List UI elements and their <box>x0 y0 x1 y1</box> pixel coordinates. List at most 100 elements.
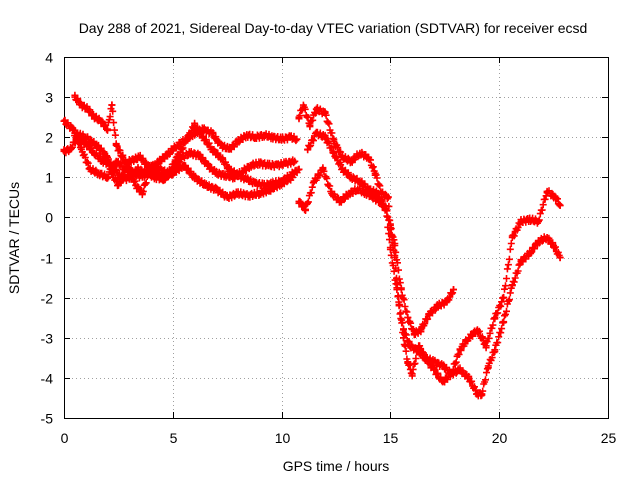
data-point <box>191 173 199 181</box>
data-point <box>484 362 492 370</box>
data-point <box>534 218 542 225</box>
data-point <box>260 131 268 139</box>
data-point <box>552 193 560 201</box>
data-point <box>95 169 103 177</box>
data-point <box>201 181 209 189</box>
data-point <box>256 189 264 197</box>
data-point <box>204 161 212 169</box>
data-point <box>212 169 220 177</box>
data-point <box>77 101 85 109</box>
data-point <box>306 121 314 129</box>
data-point <box>278 135 286 143</box>
data-point <box>365 185 373 193</box>
data-point <box>312 129 320 137</box>
data-point <box>289 173 296 181</box>
plot-frame <box>64 57 609 419</box>
data-point <box>71 93 79 101</box>
data-point <box>173 141 181 149</box>
data-point <box>67 145 74 153</box>
data-point <box>534 238 542 245</box>
series-track-6 <box>295 164 564 400</box>
data-point <box>330 149 338 157</box>
data-point <box>291 157 299 165</box>
data-point <box>286 133 294 141</box>
x-axis-label: GPS time / hours <box>283 458 390 474</box>
data-point <box>134 165 142 173</box>
data-point <box>104 173 111 181</box>
data-point <box>278 179 286 187</box>
data-point <box>386 222 394 229</box>
data-point <box>234 171 242 179</box>
data-point <box>180 161 188 169</box>
data-point <box>434 302 442 310</box>
data-point <box>136 153 144 161</box>
data-point <box>247 161 255 169</box>
series-track-7 <box>304 128 457 339</box>
data-point <box>234 137 242 145</box>
series-track-3 <box>71 91 303 199</box>
data-point <box>347 157 355 165</box>
data-point <box>310 177 318 185</box>
data-point <box>173 153 181 161</box>
data-point <box>282 159 290 167</box>
data-point <box>273 161 281 169</box>
y-tick-label: -4 <box>41 371 54 387</box>
data-point <box>356 149 364 157</box>
data-point <box>208 145 216 153</box>
data-point <box>447 370 455 378</box>
data-point <box>245 191 253 199</box>
data-point <box>526 215 534 223</box>
data-point <box>293 135 301 143</box>
data-point <box>217 153 225 161</box>
data-point <box>112 141 120 149</box>
data-point <box>491 314 499 322</box>
data-point <box>543 234 551 241</box>
data-point <box>108 169 116 177</box>
x-tick-label: 0 <box>61 430 69 446</box>
data-point <box>91 149 98 157</box>
data-point <box>321 109 329 117</box>
y-tick-label: -1 <box>41 251 54 267</box>
data-point <box>164 149 172 157</box>
y-tick-labels: 4 3 2 1 0 -1 -2 -3 -4 -5 <box>41 50 54 427</box>
data-markers <box>60 91 564 400</box>
data-point <box>456 366 464 374</box>
data-point <box>132 181 140 189</box>
data-point <box>465 334 473 342</box>
x-tick-label: 10 <box>275 430 291 446</box>
data-point <box>386 246 394 253</box>
data-point <box>71 129 79 137</box>
data-point <box>404 358 412 366</box>
data-point <box>465 374 473 382</box>
x-tick-labels: 0 5 10 15 20 25 <box>61 430 617 446</box>
data-point <box>430 358 438 366</box>
data-point <box>269 133 277 141</box>
data-point <box>384 193 392 201</box>
data-point <box>517 258 525 266</box>
data-point <box>339 165 346 173</box>
data-point <box>426 310 434 318</box>
data-point <box>413 346 420 354</box>
data-point <box>382 205 390 213</box>
data-point <box>371 169 379 177</box>
data-point <box>439 362 447 370</box>
data-point <box>295 113 303 121</box>
x-tick-label: 25 <box>601 430 617 446</box>
data-point <box>421 354 429 362</box>
data-point <box>321 133 329 141</box>
x-tick-label: 15 <box>383 430 399 446</box>
data-point <box>336 197 344 205</box>
series-track-5 <box>295 101 564 386</box>
data-point <box>312 105 320 113</box>
data-point <box>526 250 534 257</box>
data-point <box>199 133 207 141</box>
data-point <box>195 151 203 159</box>
data-point <box>156 157 164 165</box>
data-point <box>397 286 405 294</box>
data-point <box>252 133 259 141</box>
y-tick-label: 0 <box>45 210 53 226</box>
data-point <box>265 161 272 169</box>
data-point <box>191 121 199 129</box>
data-point <box>299 101 307 109</box>
data-point <box>60 147 68 155</box>
